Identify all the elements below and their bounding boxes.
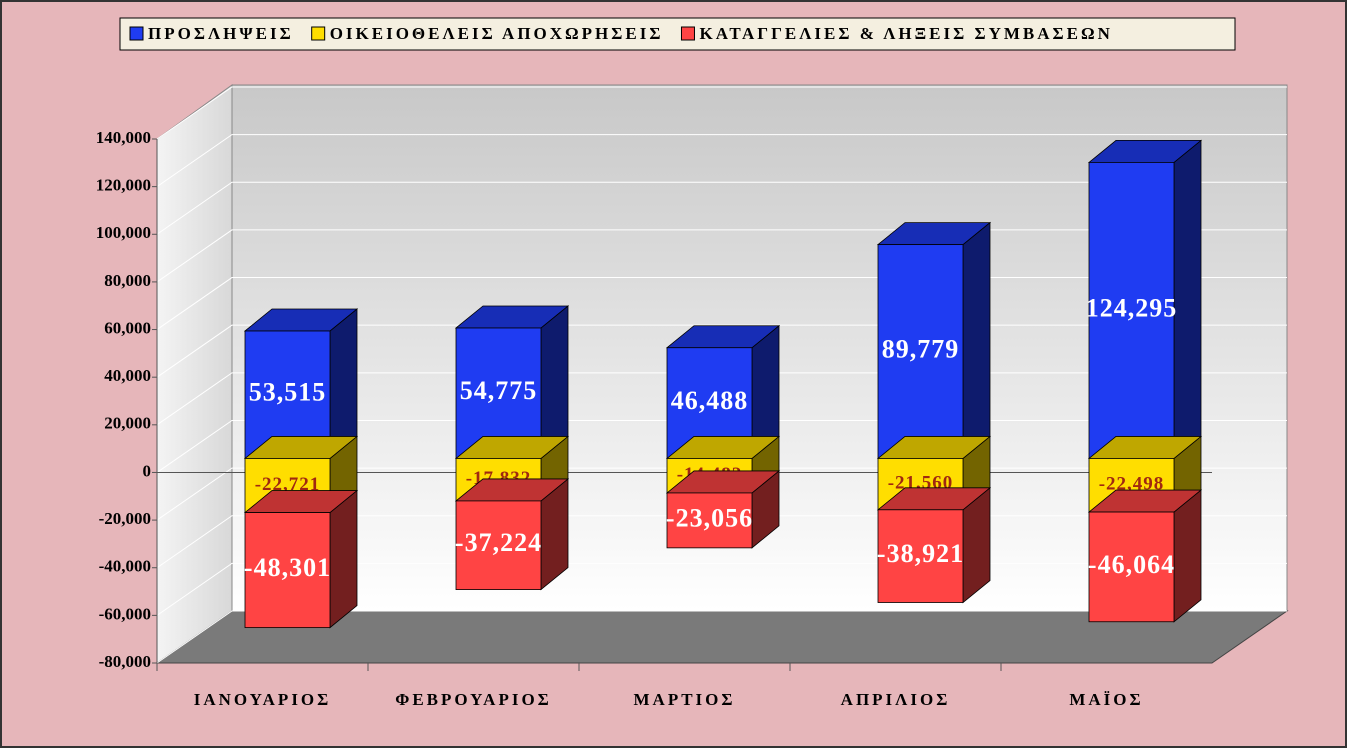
legend-swatch xyxy=(680,26,695,41)
legend-label: ΟΙΚΕΙΟΘΕΛΕΙΣ ΑΠΟΧΩΡΗΣΕΙΣ xyxy=(330,24,664,43)
legend-box xyxy=(119,17,1236,51)
y-tick-label: 40,000 xyxy=(104,366,151,385)
data-label: -37,224 xyxy=(455,528,542,557)
y-tick-label: 80,000 xyxy=(104,271,151,290)
legend-swatch xyxy=(311,26,326,41)
legend: ΠΡΟΣΛΗΨΕΙΣ ΟΙΚΕΙΟΘΕΛΕΙΣ ΑΠΟΧΩΡΗΣΕΙΣ ΚΑΤΑΓΓ… xyxy=(119,17,1236,51)
x-tick-label: ΦΕΒΡΟΥΑΡΙΟΣ xyxy=(395,690,552,709)
data-label: -22,721 xyxy=(255,474,321,495)
x-tick-label: ΑΠΡΙΛΙΟΣ xyxy=(841,690,951,709)
grid-line xyxy=(156,610,1287,664)
grid-line xyxy=(156,181,1287,235)
data-label: -38,921 xyxy=(877,539,964,568)
bar xyxy=(455,500,542,590)
bar-side xyxy=(329,489,358,629)
y-tick-label: 60,000 xyxy=(104,318,151,337)
bar xyxy=(666,492,753,549)
x-tick-label: ΜΑΡΤΙΟΣ xyxy=(634,690,736,709)
y-tick-label: 140,000 xyxy=(96,128,151,147)
grid-line xyxy=(156,86,1287,140)
y-tick-label: 0 xyxy=(143,461,152,480)
bar-side xyxy=(962,221,991,460)
data-label: -23,056 xyxy=(666,503,753,532)
y-tick-label: 120,000 xyxy=(96,176,151,195)
bar xyxy=(244,512,331,629)
bar xyxy=(877,509,964,603)
x-tick-label: ΜΑΪΟΣ xyxy=(1069,690,1143,709)
data-label: 46,488 xyxy=(671,386,749,415)
y-tick-label: -60,000 xyxy=(99,604,151,623)
legend-label: ΚΑΤΑΓΓΕΛΙΕΣ & ΛΗΞΕΙΣ ΣΥΜΒΑΣΕΩΝ xyxy=(699,24,1112,43)
bar xyxy=(1088,511,1175,623)
data-label: 54,775 xyxy=(460,376,538,405)
bar-side xyxy=(540,305,569,460)
legend-swatch xyxy=(129,26,144,41)
data-label: -22,498 xyxy=(1099,474,1165,495)
data-label: -48,301 xyxy=(244,553,331,582)
bar-side xyxy=(1173,139,1202,460)
data-label: 89,779 xyxy=(882,335,960,364)
x-tick-label: ΙΑΝΟΥΑΡΙΟΣ xyxy=(194,690,332,709)
y-tick-label: -20,000 xyxy=(99,509,151,528)
y-tick-label: -40,000 xyxy=(99,557,151,576)
legend-label: ΠΡΟΣΛΗΨΕΙΣ xyxy=(148,24,294,43)
y-tick-label: 100,000 xyxy=(96,223,151,242)
data-label: 53,515 xyxy=(249,378,327,407)
bar-side xyxy=(1173,489,1202,623)
grid-line xyxy=(156,134,1287,188)
y-tick-label: -80,000 xyxy=(99,652,151,671)
y-tick-label: 20,000 xyxy=(104,414,151,433)
side-wall xyxy=(156,84,233,664)
data-label: 124,295 xyxy=(1086,293,1178,322)
bar xyxy=(1088,162,1175,459)
data-label: -46,064 xyxy=(1088,550,1175,579)
bar-side xyxy=(329,308,358,460)
